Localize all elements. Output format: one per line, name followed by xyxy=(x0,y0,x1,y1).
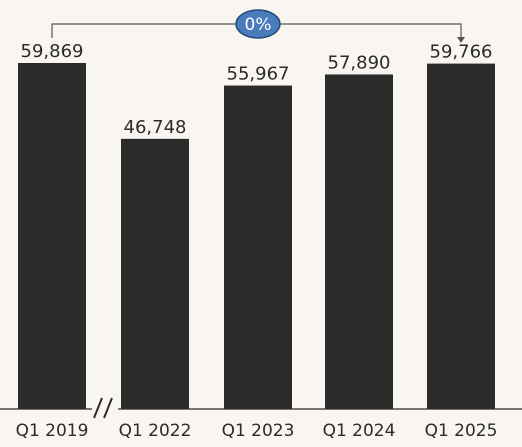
x-tick-label: Q1 2025 xyxy=(425,421,498,441)
bar-q1-2022 xyxy=(121,138,189,409)
x-tick-label: Q1 2024 xyxy=(323,421,396,441)
x-tick-labels-group: Q1 2019 Q1 2022 Q1 2023 Q1 2024 Q1 2025 xyxy=(16,421,498,441)
x-tick-label: Q1 2019 xyxy=(16,421,89,441)
value-label: 46,748 xyxy=(124,117,187,138)
bar-q1-2025 xyxy=(427,63,495,409)
x-tick-label: Q1 2023 xyxy=(222,421,295,441)
bar-q1-2019 xyxy=(18,63,86,409)
value-label: 55,967 xyxy=(227,64,290,85)
x-tick-label: Q1 2022 xyxy=(119,421,192,441)
change-badge xyxy=(235,9,281,39)
change-label: 0% xyxy=(245,15,272,35)
value-label: 59,869 xyxy=(21,41,84,62)
value-label: 59,766 xyxy=(430,42,493,63)
bar-q1-2024 xyxy=(325,74,393,410)
value-label: 57,890 xyxy=(328,52,391,73)
change-annotation: 0% xyxy=(51,9,465,43)
bars-group xyxy=(18,63,495,410)
axis-break-marker xyxy=(92,397,118,420)
change-arrowhead xyxy=(457,37,465,43)
bar-q1-2023 xyxy=(224,85,292,409)
value-labels-group: 59,869 46,748 55,967 57,890 59,766 xyxy=(21,41,493,138)
